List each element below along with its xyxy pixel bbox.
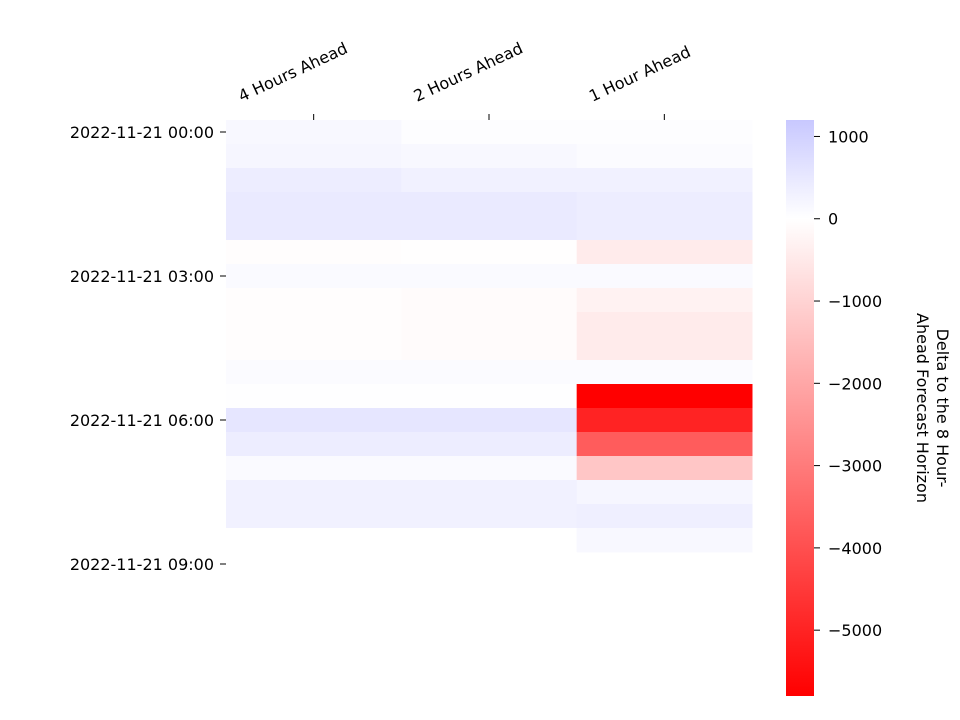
heatmap-cell xyxy=(401,264,578,289)
heatmap-cell xyxy=(226,408,402,433)
heatmap-cell xyxy=(401,168,578,193)
heatmap-cell xyxy=(576,504,753,529)
heatmap-cell xyxy=(226,192,402,217)
heatmap-cell xyxy=(226,456,402,481)
colorbar-gradient xyxy=(786,120,814,696)
y-axis-ticks: 2022-11-21 00:00 2022-11-21 03:00 2022-11-… xyxy=(70,123,226,574)
heatmap-cell xyxy=(401,288,578,313)
colorbar-tick-label: −5000 xyxy=(828,621,882,640)
heatmap-cell xyxy=(576,240,753,265)
x-tick-label: 1 Hour Ahead xyxy=(586,42,694,106)
heatmap-cell xyxy=(401,504,578,529)
heatmap-cell xyxy=(226,144,402,169)
x-axis-ticks: 4 Hours Ahead 2 Hours Ahead 1 Hour Ahead xyxy=(235,38,694,120)
heatmap-cell xyxy=(576,216,753,241)
heatmap-cell xyxy=(576,144,753,169)
heatmap-cell xyxy=(576,336,753,361)
heatmap-cell xyxy=(226,240,402,265)
colorbar xyxy=(786,120,814,696)
heatmap-cell xyxy=(226,432,402,457)
heatmap-cell xyxy=(576,480,753,505)
x-tick-label: 4 Hours Ahead xyxy=(235,38,350,105)
colorbar-tick-label: −3000 xyxy=(828,457,882,476)
heatmap-cell xyxy=(576,168,753,193)
heatmap-cell xyxy=(226,600,402,625)
heatmap-cell xyxy=(401,408,578,433)
heatmap-cell xyxy=(576,384,753,409)
colorbar-tick-label: 1000 xyxy=(828,127,869,146)
heatmap-cell xyxy=(226,312,402,337)
colorbar-tick-label: −4000 xyxy=(828,539,882,558)
heatmap-cell xyxy=(401,240,578,265)
heatmap-cell xyxy=(576,528,753,553)
heatmap-cell xyxy=(226,288,402,313)
y-tick-label: 2022-11-21 03:00 xyxy=(70,267,214,286)
heatmap-cell xyxy=(576,432,753,457)
y-tick-label: 2022-11-21 00:00 xyxy=(70,123,214,142)
heatmap-cell xyxy=(401,144,578,169)
heatmap-cell xyxy=(401,216,578,241)
y-tick-label: 2022-11-21 09:00 xyxy=(70,555,214,574)
heatmap-cell xyxy=(226,624,402,649)
heatmap-cell xyxy=(401,360,578,385)
heatmap-cell xyxy=(226,168,402,193)
heatmap-cell xyxy=(226,480,402,505)
heatmap-cell xyxy=(226,120,402,145)
heatmap-cell xyxy=(226,504,402,529)
colorbar-label: Delta to the 8 Hour-Ahead Forecast Horiz… xyxy=(913,313,952,503)
heatmap-cell xyxy=(401,576,578,601)
heatmap-cell xyxy=(576,120,753,145)
heatmap-cell xyxy=(401,336,578,361)
heatmap-cell xyxy=(401,312,578,337)
heatmap-cell xyxy=(401,528,578,553)
heatmap-cell xyxy=(226,384,402,409)
heatmap-cell xyxy=(226,672,402,697)
heatmap-cell xyxy=(576,408,753,433)
heatmap-cell xyxy=(401,456,578,481)
heatmap-cell xyxy=(576,192,753,217)
heatmap-cell xyxy=(576,288,753,313)
heatmap-cell xyxy=(226,552,402,577)
heatmap-cell xyxy=(226,576,402,601)
heatmap-cell xyxy=(576,264,753,289)
heatmap-cell xyxy=(576,360,753,385)
heatmap-cell xyxy=(576,456,753,481)
x-tick-label: 2 Hours Ahead xyxy=(411,38,526,105)
heatmap-cell xyxy=(576,312,753,337)
heatmap-cell xyxy=(226,336,402,361)
heatmap-cell xyxy=(401,120,578,145)
heatmap-cell xyxy=(401,432,578,457)
heatmap-cell xyxy=(226,264,402,289)
heatmap-cell xyxy=(401,384,578,409)
heatmap-cell xyxy=(226,360,402,385)
colorbar-tick-label: −2000 xyxy=(828,374,882,393)
colorbar-tick-label: −1000 xyxy=(828,292,882,311)
colorbar-tick-label: 0 xyxy=(828,210,838,229)
heatmap-cell xyxy=(226,648,402,673)
heatmap-cell xyxy=(401,192,578,217)
colorbar-ticks: 1000 0 −1000 −2000 −3000 −4000 −5000 xyxy=(814,127,882,640)
heatmap-cells xyxy=(226,120,753,697)
heatmap-cell xyxy=(226,528,402,553)
heatmap-cell xyxy=(401,552,578,577)
y-tick-label: 2022-11-21 06:00 xyxy=(70,411,214,430)
heatmap-cell xyxy=(226,216,402,241)
heatmap-cell xyxy=(401,480,578,505)
